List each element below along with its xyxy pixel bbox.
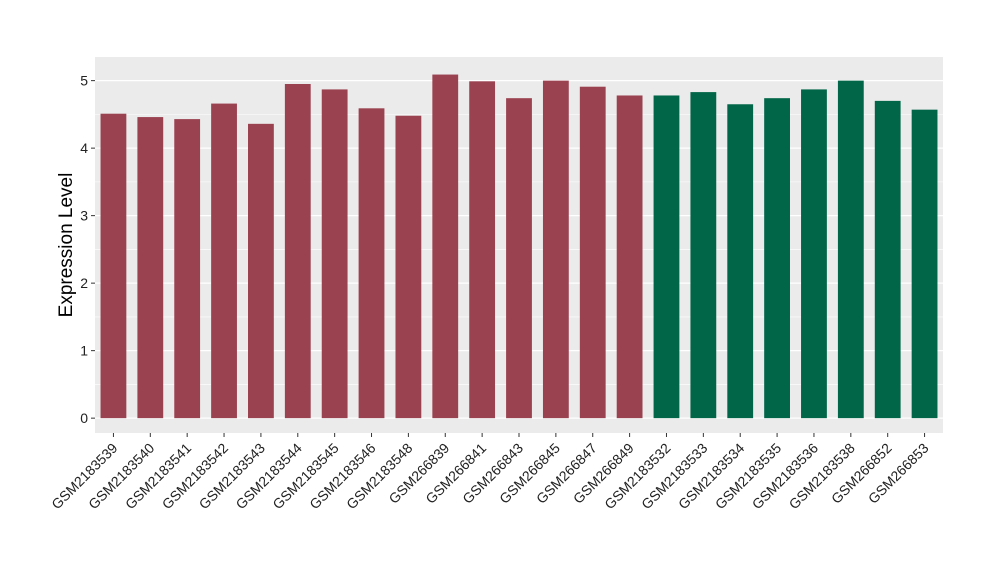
x-axis: GSM2183539GSM2183540GSM2183541GSM2183542… [48,433,932,512]
y-tick-label: 1 [80,343,88,359]
bar [579,86,606,419]
bar [395,115,422,419]
bar [432,74,459,419]
bar [321,89,348,419]
bar [690,92,717,419]
bar [616,95,643,419]
y-axis-title: Expression Level [56,173,77,318]
bar [874,100,901,419]
bar [727,104,754,419]
y-tick-label: 0 [80,410,88,426]
bar [542,80,569,419]
bar [248,123,274,419]
bar [358,108,385,419]
y-axis: 0 1 2 3 4 5 [80,73,95,426]
bar [211,103,237,419]
y-tick-label: 5 [80,73,88,89]
bar [764,98,790,419]
y-tick-label: 2 [80,275,88,291]
bar [174,119,201,419]
bars [100,74,938,419]
bar [284,84,311,419]
bar [100,113,127,419]
y-tick-label: 3 [80,208,88,224]
bar [801,89,827,419]
bar [469,81,496,419]
bar [653,95,680,419]
bar [837,80,864,419]
bar [911,109,938,419]
y-tick-label: 4 [80,140,88,156]
bar [137,117,164,419]
bar [506,98,532,419]
